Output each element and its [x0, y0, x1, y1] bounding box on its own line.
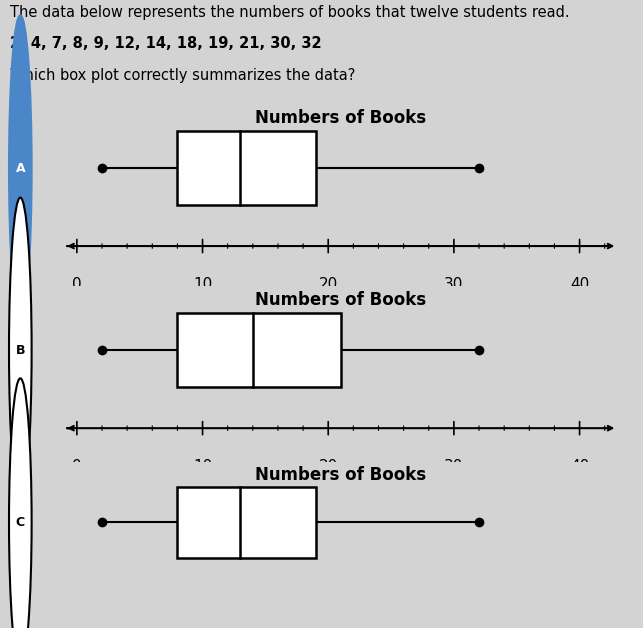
Text: Numbers of Books: Numbers of Books — [255, 291, 426, 309]
Text: 40: 40 — [570, 458, 589, 474]
Text: 2, 4, 7, 8, 9, 12, 14, 18, 19, 21, 30, 32: 2, 4, 7, 8, 9, 12, 14, 18, 19, 21, 30, 3… — [10, 36, 322, 51]
Circle shape — [9, 378, 32, 628]
Bar — [177, 313, 341, 387]
Text: Which box plot correctly summarizes the data?: Which box plot correctly summarizes the … — [10, 68, 355, 84]
Circle shape — [9, 16, 32, 321]
Bar — [177, 487, 316, 558]
Text: 30: 30 — [444, 458, 464, 474]
Text: 20: 20 — [318, 276, 338, 291]
Text: 10: 10 — [193, 276, 212, 291]
Text: 30: 30 — [444, 276, 464, 291]
Text: 40: 40 — [570, 276, 589, 291]
Text: 0: 0 — [72, 276, 82, 291]
Text: B: B — [15, 344, 25, 357]
Bar — [177, 131, 316, 205]
Text: Numbers of Books: Numbers of Books — [255, 109, 426, 127]
Text: 20: 20 — [318, 458, 338, 474]
Text: Numbers of Books: Numbers of Books — [255, 467, 426, 484]
Text: The data below represents the numbers of books that twelve students read.: The data below represents the numbers of… — [10, 4, 569, 19]
Text: A: A — [15, 161, 25, 175]
Text: C: C — [15, 516, 25, 529]
Circle shape — [9, 198, 32, 503]
Text: 10: 10 — [193, 458, 212, 474]
Text: 0: 0 — [72, 458, 82, 474]
